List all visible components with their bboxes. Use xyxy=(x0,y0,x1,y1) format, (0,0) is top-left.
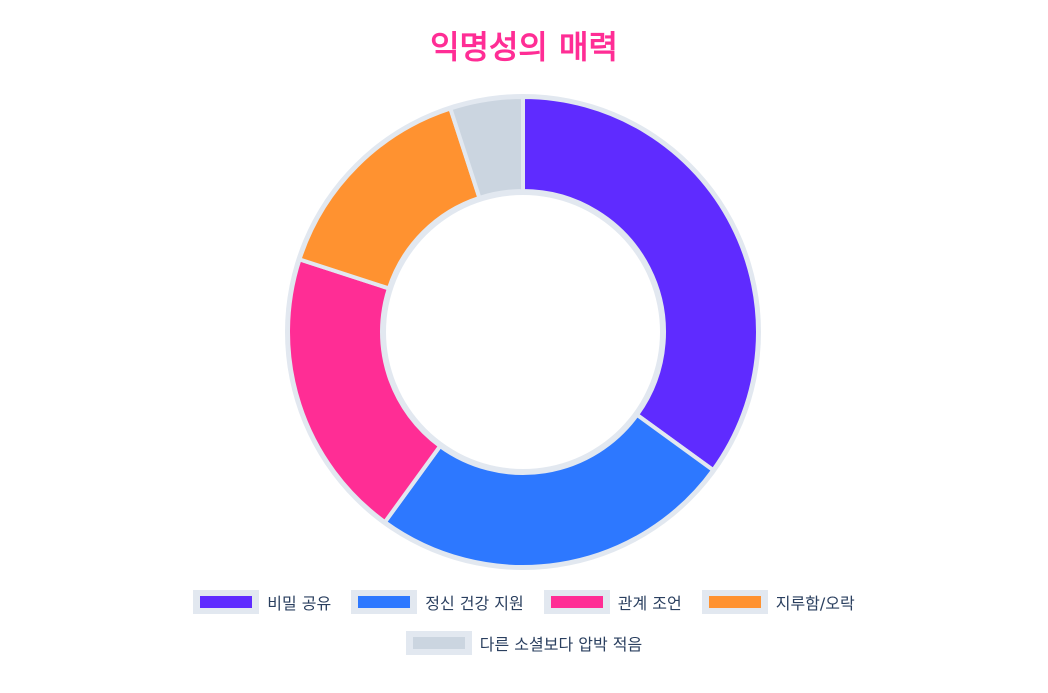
legend-item-boredom[interactable]: 지루함/오락 xyxy=(701,590,855,614)
legend-swatch-box xyxy=(193,590,260,614)
legend-label: 지루함/오락 xyxy=(775,594,855,613)
legend-label: 비밀 공유 xyxy=(267,594,332,613)
legend-swatch-box xyxy=(351,590,418,614)
legend-label: 다른 소셜보다 압박 적음 xyxy=(479,635,643,654)
legend-swatch-box xyxy=(405,631,472,655)
legend-label: 관계 조언 xyxy=(617,594,682,613)
donut-hole xyxy=(386,195,660,469)
legend-swatch-box xyxy=(701,590,768,614)
chart-title: 익명성의 매력 xyxy=(430,28,618,66)
legend-swatch xyxy=(550,596,603,608)
legend-swatch xyxy=(200,596,253,608)
legend-item-secret-sharing[interactable]: 비밀 공유 xyxy=(193,590,331,614)
legend-row-1: 비밀 공유 정신 건강 지원 관계 조언 지루함/오락 xyxy=(0,590,1048,614)
legend-label: 정신 건강 지원 xyxy=(425,594,524,613)
legend-swatch xyxy=(358,596,411,608)
legend-item-relationship-advice[interactable]: 관계 조언 xyxy=(543,590,682,614)
legend-swatch-box xyxy=(543,590,610,614)
legend-row-2: 다른 소셜보다 압박 적음 xyxy=(0,631,1048,655)
legend-item-mental-health[interactable]: 정신 건강 지원 xyxy=(351,590,524,614)
legend-swatch xyxy=(412,637,465,649)
legend-item-less-pressure[interactable]: 다른 소셜보다 압박 적음 xyxy=(405,631,643,655)
legend-swatch xyxy=(708,596,761,608)
